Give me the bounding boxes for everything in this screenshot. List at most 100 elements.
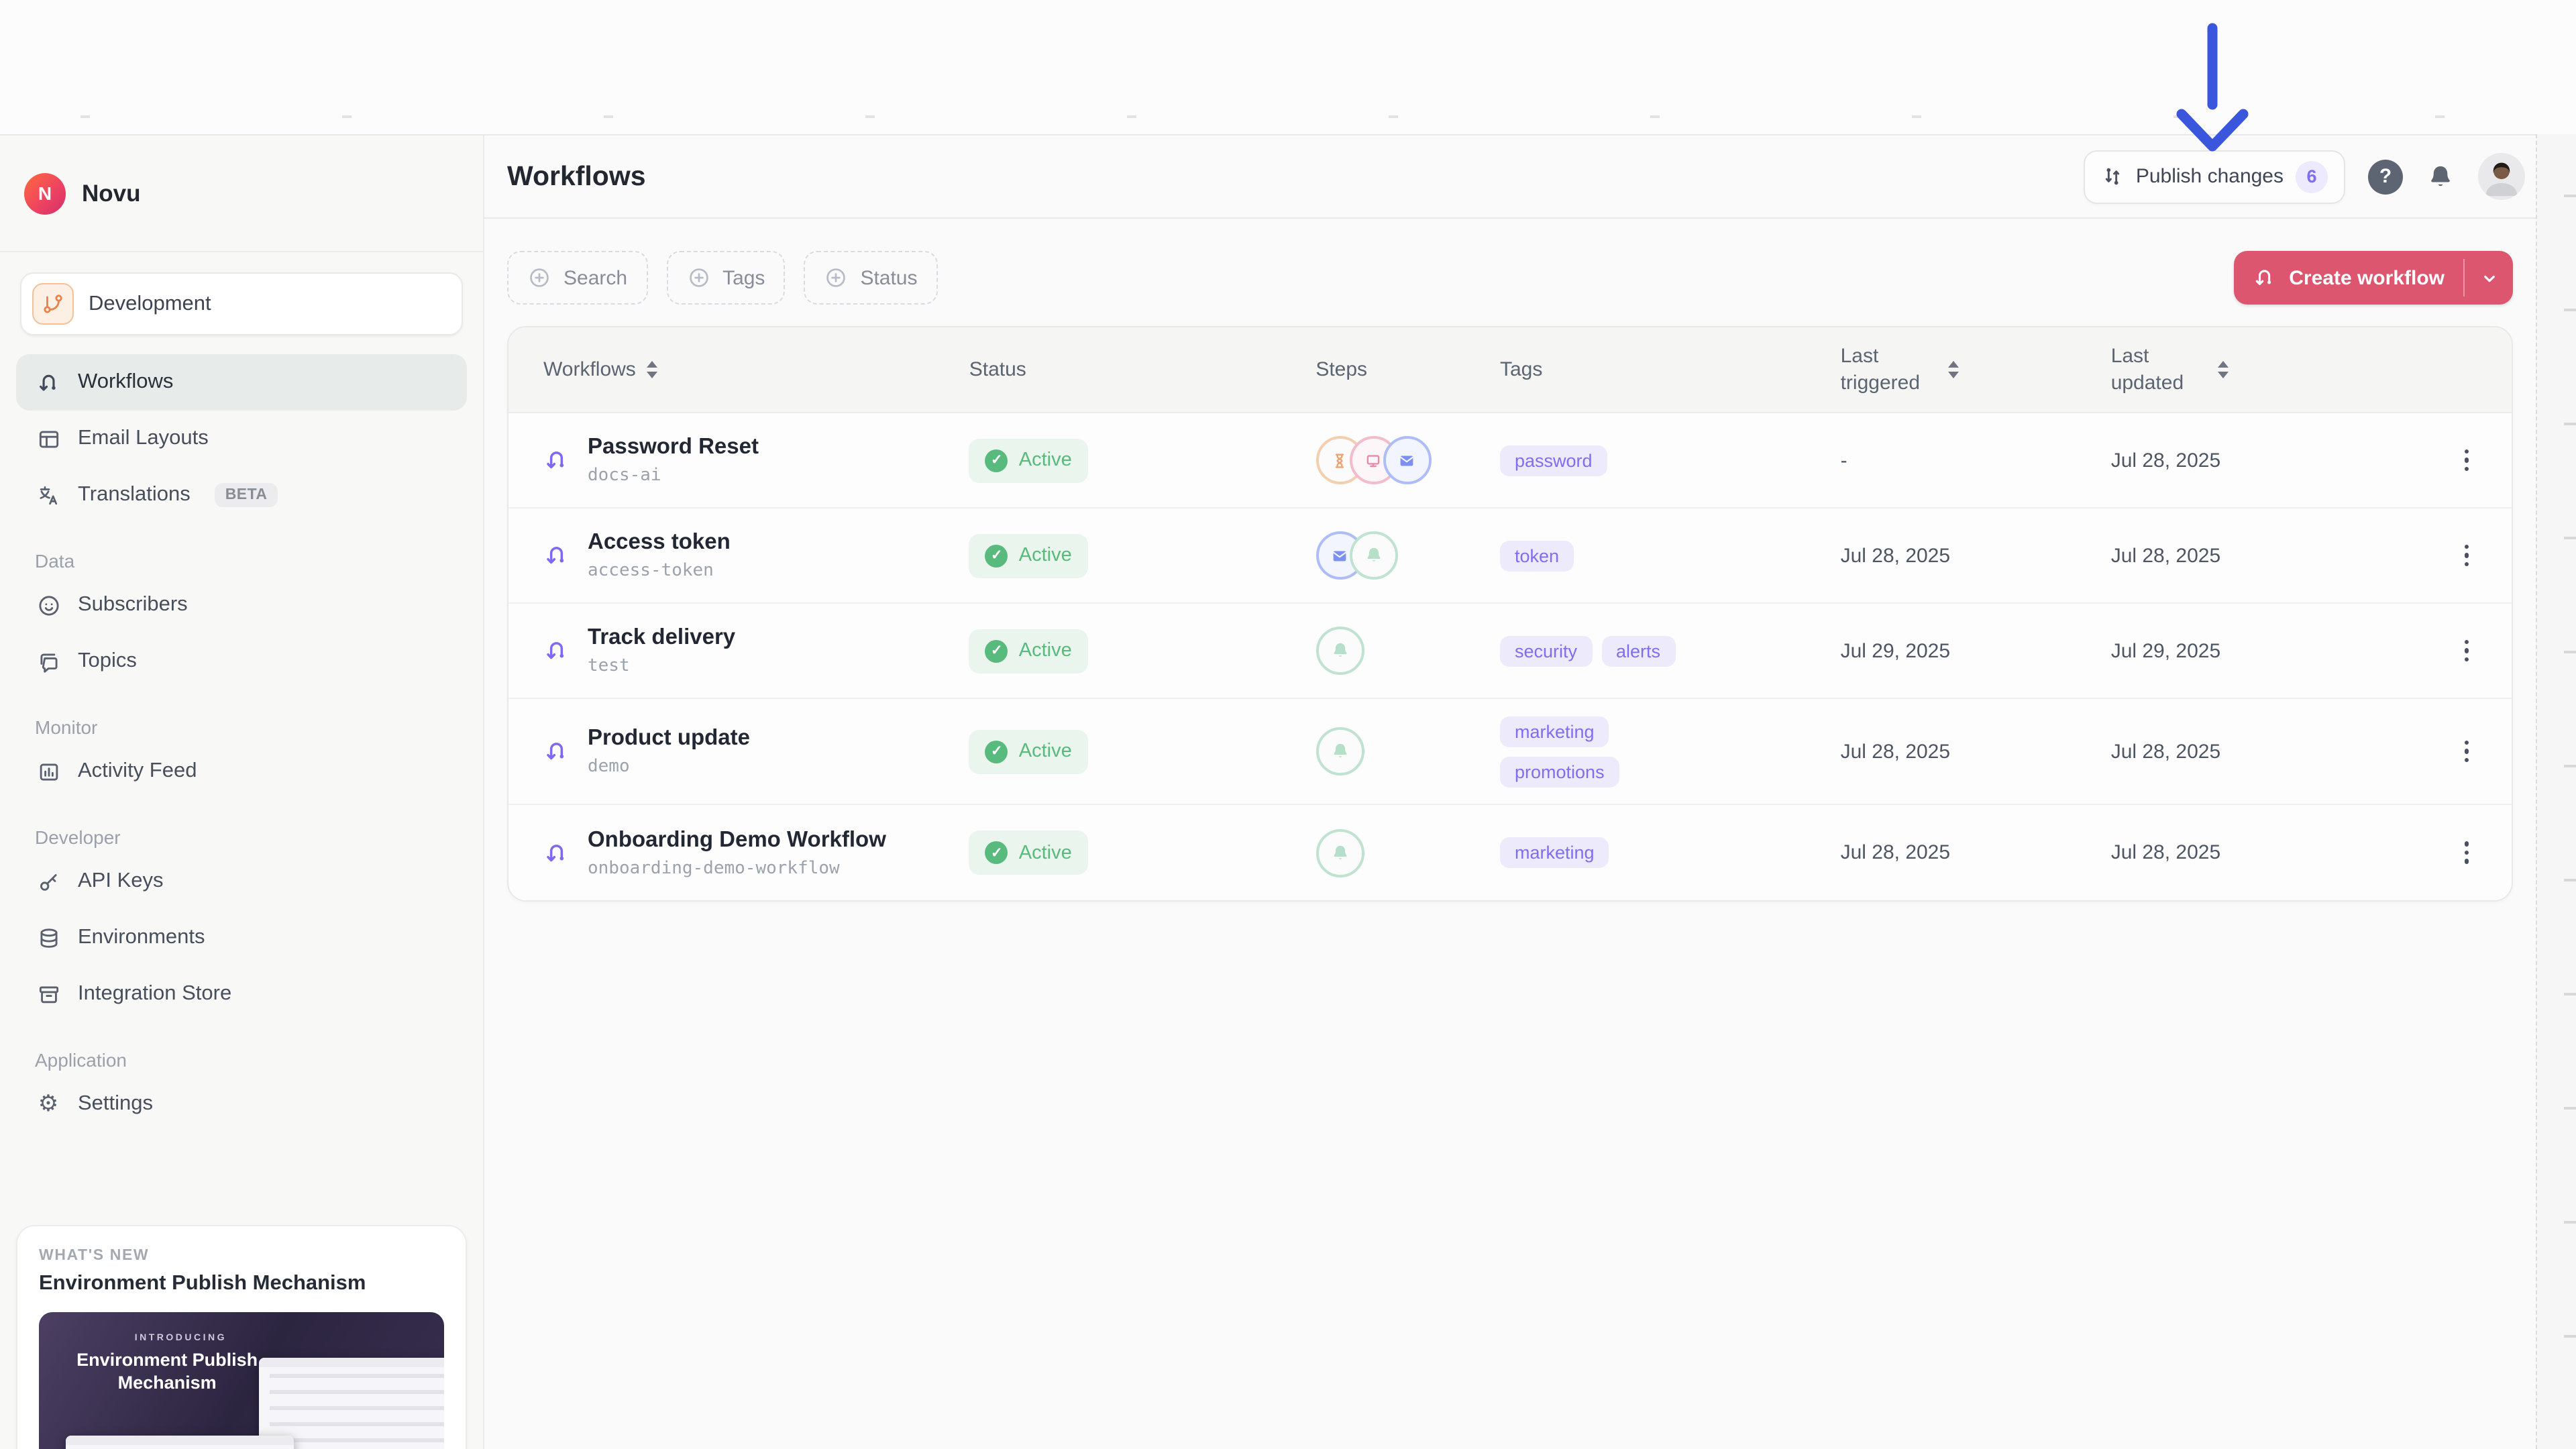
app-window: N Novu Development: [0, 134, 2536, 1449]
sidebar-item-environments[interactable]: Environments: [16, 910, 467, 966]
row-menu-button[interactable]: [2456, 632, 2477, 669]
gear-icon: ⚙: [38, 1090, 59, 1117]
chevron-down-icon[interactable]: [2465, 251, 2513, 305]
annotation-arrow-down-icon: [2176, 23, 2249, 152]
sidebar-item-topics[interactable]: Topics: [16, 633, 467, 690]
archive-icon: [35, 981, 62, 1008]
workflow-row[interactable]: Password Reset docs-ai ✓ Active: [508, 413, 2512, 508]
filter-status-button[interactable]: Status: [804, 251, 938, 305]
bell-icon: [2426, 162, 2455, 191]
check-circle-icon: ✓: [985, 841, 1008, 864]
toolbar: Search Tags Status: [484, 251, 2536, 305]
check-circle-icon: ✓: [985, 639, 1008, 662]
sidebar-item-activity-feed[interactable]: Activity Feed: [16, 743, 467, 800]
workflow-name: Access token: [588, 530, 731, 554]
sidebar-item-label: Topics: [78, 649, 137, 672]
column-header-last-updated: Last updated: [2110, 345, 2184, 394]
sidebar-item-api-keys[interactable]: API Keys: [16, 853, 467, 910]
sidebar-nav: Workflows Email Layouts: [0, 346, 483, 1132]
workflow-row[interactable]: Access token access-token ✓ Active: [508, 508, 2512, 604]
filter-label: Status: [860, 266, 918, 289]
tag-pill: marketing: [1500, 716, 1609, 747]
page-margin-right: [2536, 134, 2576, 1449]
sort-toggle[interactable]: [2218, 361, 2229, 378]
workflow-name: Track delivery: [588, 625, 736, 649]
workflows-table: Workflows Status Steps Tags Last trigger…: [507, 326, 2513, 902]
plus-circle-icon: [527, 266, 551, 290]
column-header-workflows: Workflows: [543, 358, 636, 381]
tag-pill: token: [1500, 540, 1574, 571]
bar-chart-icon: [35, 758, 62, 785]
promo-screenshot: [66, 1436, 294, 1449]
check-circle-icon: ✓: [985, 740, 1008, 763]
sidebar-item-email-layouts[interactable]: Email Layouts: [16, 411, 467, 467]
notifications-button[interactable]: [2426, 162, 2455, 191]
sidebar-item-workflows[interactable]: Workflows: [16, 354, 467, 411]
whats-new-title: Environment Publish Mechanism: [39, 1272, 366, 1295]
table-header-row: Workflows Status Steps Tags Last trigger…: [508, 327, 2512, 413]
sidebar-section-monitor: Monitor: [35, 716, 98, 738]
face-icon: [35, 592, 62, 619]
sidebar-item-subscribers[interactable]: Subscribers: [16, 577, 467, 633]
create-workflow-button[interactable]: Create workflow: [2234, 251, 2513, 305]
novu-logo: N: [24, 172, 66, 214]
sort-toggle[interactable]: [1947, 361, 1959, 378]
step-in-app-icon: [1316, 727, 1364, 775]
key-icon: [35, 868, 62, 895]
last-updated-value: Jul 28, 2025: [2110, 740, 2221, 763]
whats-new-card[interactable]: WHAT'S NEW Environment Publish Mechanism…: [16, 1225, 467, 1449]
sidebar-section-developer: Developer: [35, 826, 121, 848]
sidebar-item-label: Translations: [78, 483, 191, 506]
sidebar: N Novu Development: [0, 136, 484, 1449]
check-circle-icon: ✓: [985, 449, 1008, 472]
layout-icon: [35, 425, 62, 452]
last-updated-value: Jul 29, 2025: [2110, 639, 2221, 662]
status-badge: ✓ Active: [969, 533, 1088, 578]
sidebar-item-label: Workflows: [78, 370, 174, 393]
last-triggered-value: Jul 28, 2025: [1840, 544, 1951, 567]
sort-toggle[interactable]: [646, 361, 657, 378]
sidebar-item-translations[interactable]: Translations BETA: [16, 467, 467, 523]
workflow-slug: docs-ai: [588, 466, 661, 486]
workflow-row[interactable]: Product update demo ✓ Active: [508, 699, 2512, 805]
row-menu-button[interactable]: [2456, 441, 2477, 479]
chat-stack-icon: [35, 648, 62, 675]
tag-pill: marketing: [1500, 837, 1609, 868]
workflow-row[interactable]: Track delivery test ✓ Active: [508, 604, 2512, 699]
promo-screenshot: [259, 1358, 444, 1449]
last-updated-value: Jul 28, 2025: [2110, 544, 2221, 567]
sidebar-item-label: Settings: [78, 1092, 154, 1115]
plus-circle-icon: [824, 266, 848, 290]
translate-icon: [35, 482, 62, 508]
environment-switcher[interactable]: Development: [20, 272, 463, 335]
publish-changes-button[interactable]: Publish changes 6: [2083, 150, 2345, 203]
status-badge: ✓ Active: [969, 629, 1088, 673]
filter-label: Tags: [722, 266, 765, 289]
page-header: Workflows Publish changes 6 ?: [484, 136, 2536, 219]
filter-search-button[interactable]: Search: [507, 251, 648, 305]
beta-badge: BETA: [214, 483, 278, 507]
workflow-icon: [543, 447, 570, 474]
tag-pill: password: [1500, 445, 1607, 476]
git-compare-icon: [2101, 165, 2124, 188]
row-menu-button[interactable]: [2456, 733, 2477, 770]
check-circle-icon: ✓: [985, 544, 1008, 567]
workflow-name: Product update: [588, 726, 751, 750]
publish-changes-label: Publish changes: [2135, 165, 2284, 188]
git-branch-icon: [32, 283, 74, 325]
workflow-icon: [543, 542, 570, 569]
row-menu-button[interactable]: [2456, 537, 2477, 574]
workflow-icon: [543, 637, 570, 664]
user-avatar[interactable]: [2478, 153, 2525, 200]
sidebar-item-settings[interactable]: ⚙ Settings: [16, 1076, 467, 1132]
status-badge: ✓ Active: [969, 729, 1088, 773]
sidebar-item-integration-store[interactable]: Integration Store: [16, 966, 467, 1022]
workflow-icon: [35, 369, 62, 396]
column-header-last-triggered: Last triggered: [1840, 345, 1920, 394]
row-menu-button[interactable]: [2456, 834, 2477, 871]
whats-new-kicker: WHAT'S NEW: [39, 1248, 150, 1264]
help-button[interactable]: ?: [2368, 159, 2403, 194]
filter-tags-button[interactable]: Tags: [666, 251, 786, 305]
promo-title: Environment Publish Mechanism: [76, 1350, 258, 1393]
workflow-row[interactable]: Onboarding Demo Workflow onboarding-demo…: [508, 805, 2512, 900]
